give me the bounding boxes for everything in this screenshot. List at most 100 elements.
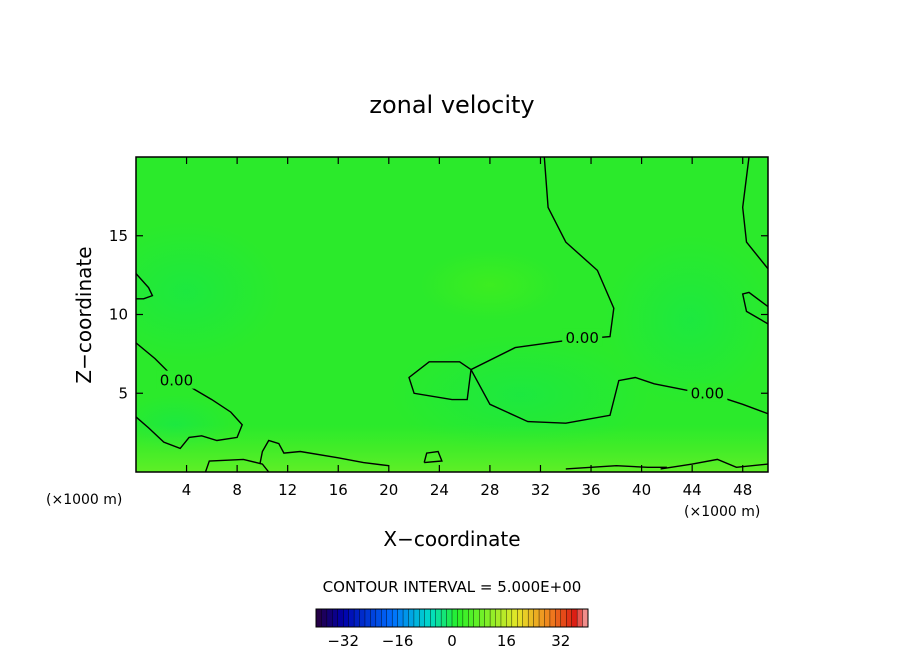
colorbar-swatch <box>511 608 518 628</box>
colorbar-swatch <box>479 608 486 628</box>
colorbar-swatch <box>348 608 355 628</box>
contour-label-backdrop <box>687 383 728 402</box>
y-tick-label: 15 <box>109 227 128 245</box>
contour-line <box>204 458 270 472</box>
x-tick-label: 40 <box>632 481 651 499</box>
colorbar-swatch <box>571 608 578 628</box>
colorbar-swatch <box>359 608 366 628</box>
x-tick-label: 16 <box>329 481 348 499</box>
x-tick-label: 44 <box>683 481 702 499</box>
colorbar-swatch <box>576 608 584 628</box>
colorbar-swatch <box>375 608 382 628</box>
colorbar-swatch <box>408 608 415 628</box>
colorbar-swatch <box>446 608 453 628</box>
contour-label-backdrop <box>156 370 197 389</box>
contour-label: 0.00 <box>565 329 598 347</box>
y-axis: 5 10 15 <box>109 227 768 402</box>
colorbar-swatch <box>468 608 475 628</box>
contour-label-backdrop <box>562 328 603 347</box>
y-tick-label: 10 <box>109 306 128 324</box>
colorbar-swatch <box>506 608 513 628</box>
colorbar-tick-label: 0 <box>447 632 457 650</box>
x-tick-label: 36 <box>581 481 600 499</box>
field-shading <box>136 222 768 472</box>
colorbar-swatch <box>549 608 556 628</box>
colorbar: −32 −16 0 16 32 <box>315 608 589 650</box>
colorbar-swatch <box>560 608 567 628</box>
contour-line <box>741 291 768 325</box>
contour-line <box>259 439 389 467</box>
field-region <box>605 235 768 405</box>
colorbar-swatch <box>495 608 502 628</box>
colorbar-swatch <box>430 608 437 628</box>
colorbar-swatch <box>462 608 469 628</box>
contour-line <box>408 361 472 401</box>
x-tick-label: 28 <box>480 481 499 499</box>
colorbar-swatch <box>538 608 545 628</box>
colorbar-swatch <box>544 608 551 628</box>
colorbar-swatch <box>489 608 497 628</box>
colorbar-swatch <box>566 608 573 628</box>
colorbar-tick-label: −16 <box>382 632 414 650</box>
colorbar-swatch <box>457 608 464 628</box>
colorbar-swatch <box>435 608 442 628</box>
colorbar-swatch <box>419 608 426 628</box>
x-tick-label: 12 <box>278 481 297 499</box>
colorbar-swatch <box>500 608 507 628</box>
contour-line <box>136 273 154 300</box>
x-tick-label: 48 <box>733 481 752 499</box>
contour-label: 0.00 <box>160 372 193 390</box>
colorbar-swatch <box>326 608 333 628</box>
plot-area: 0.000.000.00 4 8 12 16 20 24 28 32 36 40 44 48 5101… <box>109 156 769 499</box>
x-tick-label: 4 <box>182 481 192 499</box>
colorbar-swatch <box>440 608 448 628</box>
colorbar-tick-label: 16 <box>497 632 516 650</box>
colorbar-swatch <box>451 608 458 628</box>
x-tick-label: 32 <box>531 481 550 499</box>
contour-line <box>660 458 768 470</box>
y-axis-label: Z−coordinate <box>72 246 96 383</box>
x-axis: 4 8 12 16 20 24 28 32 36 40 44 48 <box>182 157 752 499</box>
colorbar-swatch <box>402 608 409 628</box>
colorbar-swatch <box>386 608 393 628</box>
x-unit-right: (×1000 m) <box>684 504 760 520</box>
contour-labels: 0.00 0.00 0.00 <box>156 328 728 402</box>
field-region <box>136 425 768 472</box>
colorbar-swatch <box>517 608 524 628</box>
colorbar-swatch <box>315 608 322 628</box>
y-tick-label: 5 <box>118 384 128 402</box>
x-tick-label: 20 <box>379 481 398 499</box>
colorbar-swatch <box>332 608 339 628</box>
colorbar-swatch <box>397 608 404 628</box>
contour-label: 0.00 <box>691 384 724 402</box>
x-tick-label: 8 <box>232 481 242 499</box>
colorbar-swatch <box>424 608 431 628</box>
colorbar-tick-label: −32 <box>327 632 359 650</box>
colorbar-swatch <box>353 608 361 628</box>
colorbar-swatch <box>337 608 344 628</box>
x-axis-label: X−coordinate <box>383 527 520 551</box>
contour-line <box>741 157 768 270</box>
field-region <box>136 222 281 362</box>
x-tick-label: 24 <box>430 481 449 499</box>
contour-interval: CONTOUR INTERVAL = 5.000E+00 <box>323 578 582 596</box>
colorbar-swatch <box>473 608 480 628</box>
colorbar-swatch <box>391 608 399 628</box>
chart-title: zonal velocity <box>369 91 534 119</box>
x-unit-left: (×1000 m) <box>46 492 122 508</box>
colorbar-swatch <box>321 608 328 628</box>
contour-line <box>470 157 768 424</box>
colorbar-swatch <box>364 608 371 628</box>
colorbar-swatch <box>370 608 377 628</box>
colorbar-tick-label: 32 <box>551 632 570 650</box>
colorbar-swatch <box>484 608 491 628</box>
colorbar-swatch <box>533 608 540 628</box>
colorbar-swatch <box>413 608 420 628</box>
colorbar-swatch <box>555 608 562 628</box>
colorbar-swatch <box>522 608 529 628</box>
contour-line <box>423 450 443 464</box>
colorbar-swatch <box>381 608 388 628</box>
colorbar-swatch <box>527 608 535 628</box>
colorbar-swatch <box>343 608 350 628</box>
